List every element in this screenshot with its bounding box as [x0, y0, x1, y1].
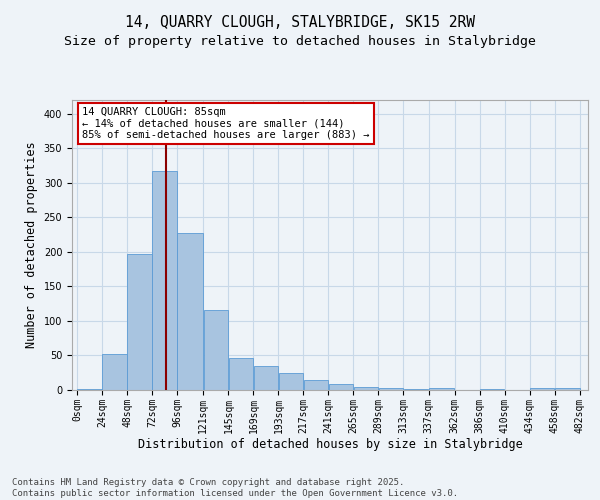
Y-axis label: Number of detached properties: Number of detached properties	[25, 142, 38, 348]
Bar	[329, 384, 353, 390]
Bar	[103, 354, 127, 390]
Text: Contains HM Land Registry data © Crown copyright and database right 2025.
Contai: Contains HM Land Registry data © Crown c…	[12, 478, 458, 498]
Text: 14, QUARRY CLOUGH, STALYBRIDGE, SK15 2RW: 14, QUARRY CLOUGH, STALYBRIDGE, SK15 2RW	[125, 15, 475, 30]
Bar	[229, 358, 253, 390]
X-axis label: Distribution of detached houses by size in Stalybridge: Distribution of detached houses by size …	[137, 438, 523, 452]
Bar	[254, 366, 278, 390]
Bar	[203, 310, 228, 390]
Bar	[152, 171, 177, 390]
Bar	[555, 388, 580, 390]
Text: Size of property relative to detached houses in Stalybridge: Size of property relative to detached ho…	[64, 35, 536, 48]
Bar	[77, 388, 102, 390]
Text: 14 QUARRY CLOUGH: 85sqm
← 14% of detached houses are smaller (144)
85% of semi-d: 14 QUARRY CLOUGH: 85sqm ← 14% of detache…	[82, 107, 370, 140]
Bar	[304, 380, 328, 390]
Bar	[530, 388, 554, 390]
Bar	[178, 232, 203, 390]
Bar	[379, 388, 403, 390]
Bar	[127, 254, 152, 390]
Bar	[428, 388, 454, 390]
Bar	[353, 386, 379, 390]
Bar	[278, 372, 303, 390]
